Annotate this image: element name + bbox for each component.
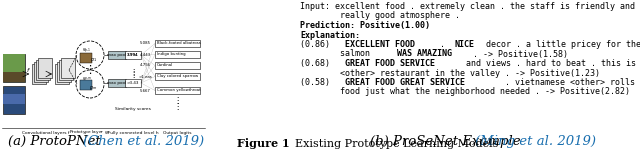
Bar [36, 60, 50, 80]
Bar [3, 86, 25, 114]
Text: >1.eas: >1.eas [138, 74, 152, 78]
Text: ⋮: ⋮ [173, 95, 181, 105]
Bar [108, 79, 126, 87]
Text: really good atmosphere .: really good atmosphere . [300, 12, 460, 21]
Text: $p_m$: $p_m$ [89, 85, 97, 93]
Text: (0.58): (0.58) [300, 78, 335, 87]
Text: (Ming et al. 2019): (Ming et al. 2019) [475, 135, 596, 147]
Text: . vietnamese <other> rolls unbelievable .: . vietnamese <other> rolls unbelievable … [500, 78, 640, 87]
Text: (0.68): (0.68) [300, 59, 335, 68]
Text: food just what the neighborhood needed . -> Positive(2.82): food just what the neighborhood needed .… [300, 88, 630, 97]
Text: 4.756: 4.756 [140, 64, 150, 67]
Text: 5.085: 5.085 [140, 41, 150, 45]
Bar [80, 80, 92, 90]
Bar [38, 58, 52, 78]
Bar [55, 64, 69, 84]
Text: ⋮: ⋮ [129, 71, 137, 79]
Text: 4.443: 4.443 [140, 52, 150, 57]
Text: Black-footed albatross: Black-footed albatross [157, 41, 201, 45]
Text: ⋮: ⋮ [173, 102, 181, 111]
Text: ⋮: ⋮ [84, 65, 95, 75]
Text: (Chen et al. 2019): (Chen et al. 2019) [83, 135, 204, 147]
Text: (0.86): (0.86) [300, 40, 335, 49]
Text: (a) ProtoPNet: (a) ProtoPNet [8, 135, 105, 147]
Text: Common yellowthroat: Common yellowthroat [157, 88, 200, 93]
Text: .: . [435, 40, 451, 49]
Text: >3.43: >3.43 [127, 81, 140, 85]
Text: EXCELLENT FOOD: EXCELLENT FOOD [345, 40, 415, 49]
Text: NICE: NICE [455, 40, 475, 49]
Bar [59, 60, 73, 80]
Text: <other> restaurant in the valley . -> Positive(1.23): <other> restaurant in the valley . -> Po… [300, 69, 600, 78]
Text: Clay colored sparrow: Clay colored sparrow [157, 74, 198, 78]
Bar [155, 73, 200, 80]
Text: Prototype layer $g_p$: Prototype layer $g_p$ [69, 129, 111, 137]
Text: Prediction: Positive(1.00): Prediction: Positive(1.00) [300, 21, 430, 30]
Text: GREAT FOOD GREAT SERVICE: GREAT FOOD GREAT SERVICE [345, 78, 465, 87]
Text: $g_{p,m}$: $g_{p,m}$ [82, 75, 92, 83]
Bar [3, 54, 25, 82]
Bar [61, 58, 75, 78]
Text: max pool: max pool [108, 53, 127, 57]
Bar [34, 62, 48, 82]
Bar [155, 87, 200, 94]
Text: max pool: max pool [108, 81, 127, 85]
Text: 5.667: 5.667 [140, 88, 150, 93]
Text: Cardinal: Cardinal [157, 64, 173, 67]
Bar [125, 79, 141, 87]
Text: Existing Prototype Learning Models: Existing Prototype Learning Models [295, 139, 499, 149]
Text: Explanation:: Explanation: [300, 31, 360, 40]
Text: Indigo bunting: Indigo bunting [157, 52, 186, 57]
Bar [80, 53, 92, 63]
Text: Similarity scores: Similarity scores [115, 107, 151, 111]
Bar [3, 54, 25, 72]
Text: (b) ProSeNet Example: (b) ProSeNet Example [370, 135, 525, 147]
Text: decor . a little pricey for the proportions . the: decor . a little pricey for the proporti… [481, 40, 640, 49]
Bar [155, 40, 200, 47]
Text: . -> Positive(1.58): . -> Positive(1.58) [468, 50, 568, 59]
Bar [3, 72, 25, 82]
Bar [155, 51, 200, 58]
Text: salmon: salmon [300, 50, 375, 59]
Text: Fully connected level h: Fully connected level h [108, 131, 158, 135]
Text: Figure 1: Figure 1 [237, 138, 290, 149]
Text: Input: excellent food . extremely clean . the staff is friendly and efficient .: Input: excellent food . extremely clean … [300, 2, 640, 11]
Text: ⋮: ⋮ [129, 67, 137, 76]
Bar [57, 62, 71, 82]
Text: $p_1$: $p_1$ [90, 57, 97, 64]
Text: Output logits: Output logits [163, 131, 191, 135]
Text: WAS AMAZING: WAS AMAZING [397, 50, 452, 59]
Text: and views . hard to beat . this is our: and views . hard to beat . this is our [461, 59, 640, 68]
Bar [3, 94, 25, 104]
Bar [155, 62, 200, 69]
Text: $f$: $f$ [26, 66, 31, 74]
Bar [125, 51, 141, 59]
Circle shape [76, 70, 104, 98]
Text: GREAT FOOD SERVICE: GREAT FOOD SERVICE [345, 59, 435, 68]
Bar [108, 51, 126, 59]
Text: 3.994: 3.994 [127, 53, 139, 57]
Text: 3.994: 3.994 [127, 53, 139, 57]
Circle shape [76, 41, 104, 69]
Text: Convolutional layers f: Convolutional layers f [22, 131, 70, 135]
Bar [32, 64, 46, 84]
Text: $g_{p,1}$: $g_{p,1}$ [82, 47, 92, 55]
